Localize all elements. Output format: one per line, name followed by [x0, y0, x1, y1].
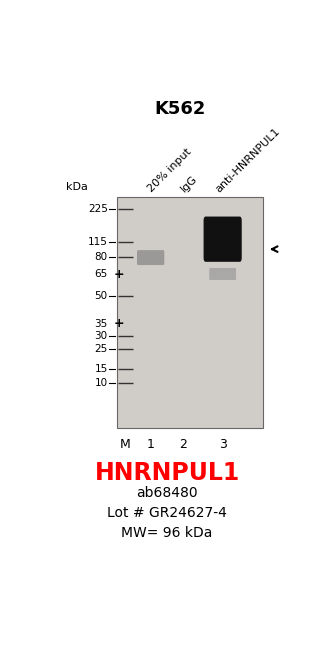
- FancyBboxPatch shape: [209, 268, 236, 280]
- Text: 225: 225: [88, 204, 108, 214]
- Text: 50: 50: [95, 291, 108, 302]
- Text: 10: 10: [95, 379, 108, 388]
- Text: 20% input: 20% input: [146, 147, 193, 194]
- Text: K562: K562: [154, 100, 205, 118]
- Bar: [117, 197, 263, 428]
- Text: IgG: IgG: [178, 174, 199, 194]
- Text: M: M: [120, 438, 131, 451]
- Text: 15: 15: [95, 364, 108, 373]
- Text: 65: 65: [95, 269, 108, 279]
- Text: MW= 96 kDa: MW= 96 kDa: [121, 526, 213, 540]
- FancyBboxPatch shape: [203, 216, 242, 262]
- Text: 25: 25: [95, 344, 108, 353]
- Text: HNRNPUL1: HNRNPUL1: [95, 461, 240, 484]
- Text: Lot # GR24627-4: Lot # GR24627-4: [107, 506, 227, 520]
- Text: 80: 80: [95, 251, 108, 262]
- Text: anti-HNRNPUL1: anti-HNRNPUL1: [214, 126, 282, 194]
- Text: 30: 30: [95, 331, 108, 341]
- Text: 3: 3: [219, 438, 227, 451]
- Text: ab68480: ab68480: [136, 486, 198, 501]
- FancyBboxPatch shape: [137, 250, 164, 265]
- Text: 1: 1: [147, 438, 155, 451]
- Text: kDa: kDa: [67, 182, 88, 192]
- Text: +: +: [114, 317, 125, 330]
- Text: +: +: [114, 267, 125, 280]
- Text: 2: 2: [180, 438, 187, 451]
- Text: 35: 35: [95, 318, 108, 329]
- Text: 115: 115: [88, 236, 108, 247]
